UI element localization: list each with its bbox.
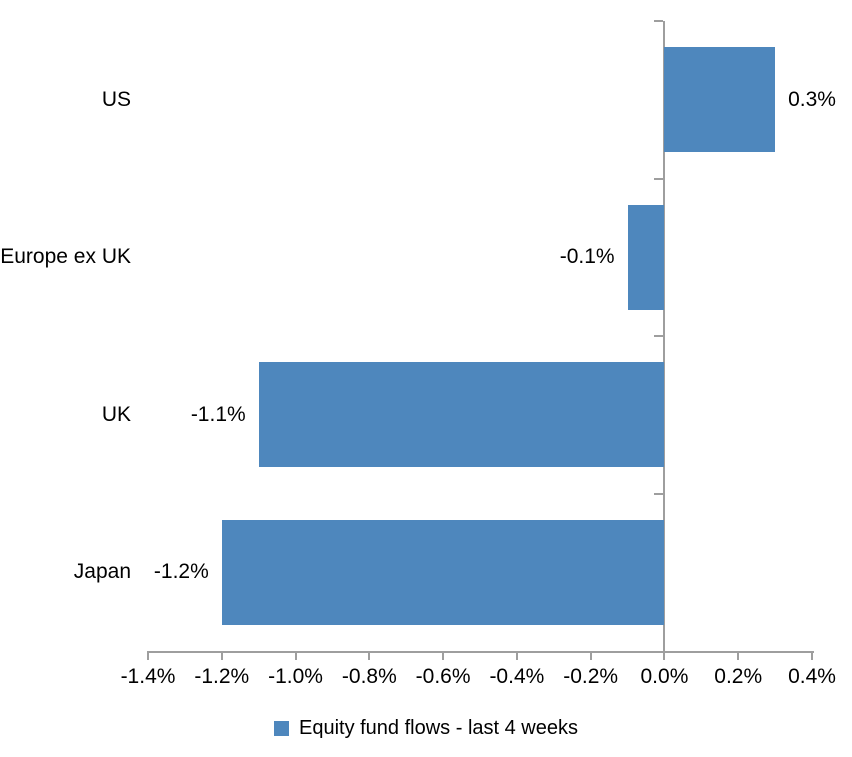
bar [627, 204, 665, 310]
bar [664, 47, 776, 153]
x-axis-tick [294, 651, 297, 660]
x-axis-tick [515, 651, 518, 660]
x-tick-label: -0.2% [563, 665, 619, 688]
x-tick-label: -0.8% [341, 665, 397, 688]
bar-value-label: -1.1% [190, 402, 246, 426]
x-axis-tick [663, 651, 666, 660]
value-axis-line [148, 651, 814, 653]
bar [258, 362, 665, 468]
bar-value-label: 0.3% [788, 87, 836, 111]
x-tick-label: 0.0% [640, 665, 689, 688]
category-label: UK [101, 402, 131, 426]
category-label: US [101, 87, 131, 111]
x-tick-label: -0.4% [489, 665, 545, 688]
x-tick-label: -1.4% [120, 665, 176, 688]
category-axis-line [663, 21, 666, 653]
x-axis-tick [737, 651, 740, 660]
x-axis-tick [220, 651, 223, 660]
category-label: Japan [73, 560, 131, 584]
category-axis-tick [654, 20, 664, 22]
x-tick-label: 0.2% [714, 665, 763, 688]
bar-value-label: -1.2% [153, 560, 209, 584]
x-tick-label: -1.0% [268, 665, 323, 688]
legend-label: Equity fund flows - last 4 weeks [298, 717, 578, 739]
x-tick-label: 0.4% [788, 665, 836, 688]
x-tick-label: -1.2% [194, 665, 250, 688]
bar-value-label: -0.1% [559, 245, 615, 269]
x-axis-tick [442, 651, 445, 660]
legend-swatch-icon [273, 720, 289, 736]
x-tick-label: -0.6% [415, 665, 471, 688]
category-axis-tick [654, 492, 664, 495]
x-axis-tick [811, 651, 813, 660]
legend: Equity fund flows - last 4 weeks [0, 716, 852, 740]
x-axis-tick [589, 651, 592, 660]
bar [221, 519, 665, 625]
x-axis-tick [368, 651, 371, 660]
category-axis-tick [654, 335, 664, 337]
x-axis-tick [147, 651, 149, 660]
category-axis-tick [654, 177, 664, 180]
category-label: Europe ex UK [0, 245, 131, 269]
